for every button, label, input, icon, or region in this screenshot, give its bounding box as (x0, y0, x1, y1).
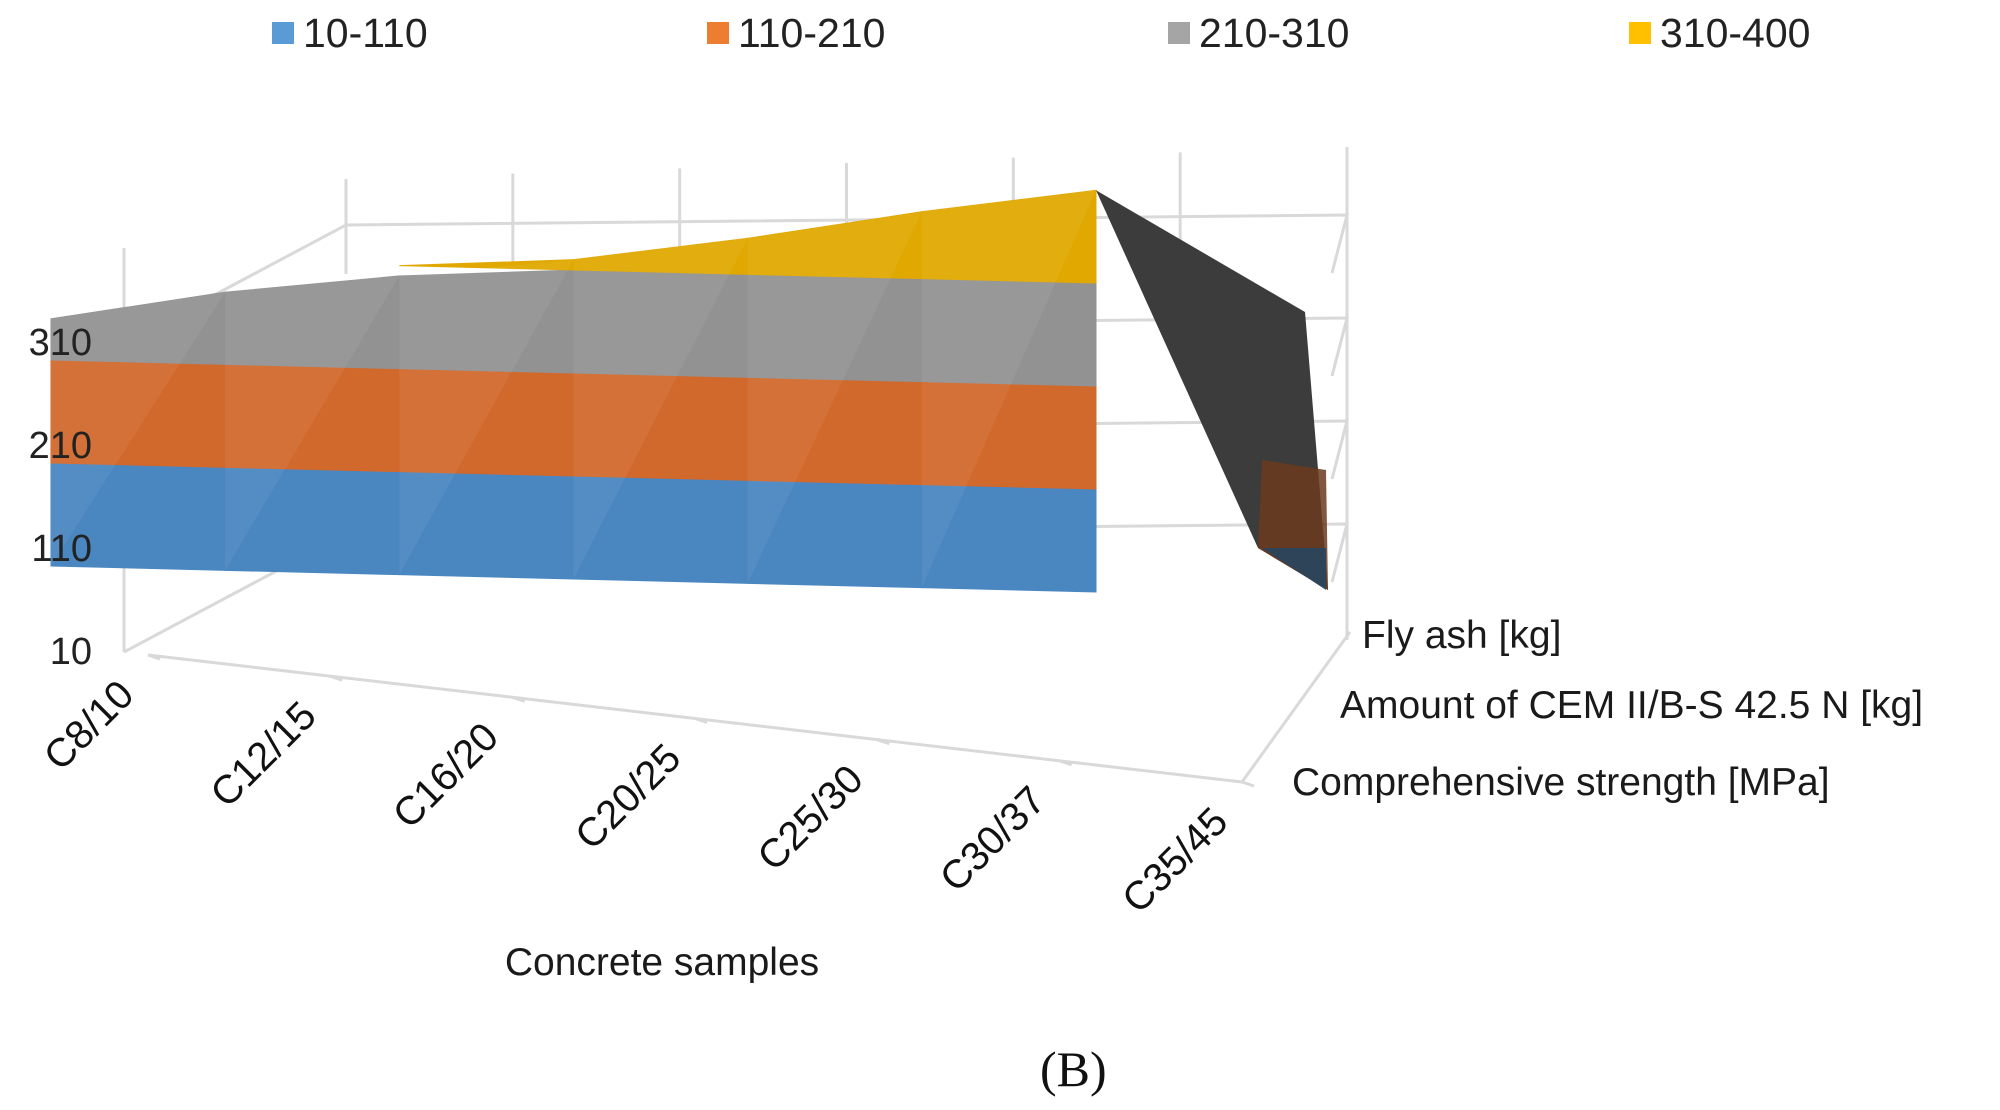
chart-legend: 10-110 110-210 210-310 310-400 (0, 8, 2000, 58)
floor-tick (329, 674, 343, 682)
surface-facet (399, 259, 574, 575)
legend-item-10-110: 10-110 (272, 8, 428, 58)
z-tick-label: 110 (31, 528, 92, 570)
category-tick-label: C16/20 (385, 715, 507, 837)
legend-swatch-310-400 (1629, 22, 1651, 44)
surface-facet (573, 238, 748, 580)
z-tick-label: 310 (29, 322, 92, 364)
floor-tick (876, 738, 890, 746)
floor-right-line (1240, 631, 1352, 783)
floor-tick (1241, 780, 1255, 788)
surface-fold-blue (1262, 548, 1326, 590)
depth-series-label: Fly ash [kg] (1362, 614, 1561, 657)
floor-tick (147, 653, 161, 661)
category-tick-label: C20/25 (567, 736, 689, 858)
legend-item-310-400: 310-400 (1629, 8, 1810, 58)
surface-facet (747, 211, 922, 584)
surface-facet (921, 190, 1096, 588)
x-axis-title: Concrete samples (505, 941, 819, 984)
legend-label-110-210: 110-210 (738, 9, 886, 56)
floor-tick (512, 695, 526, 703)
category-tick-label: C30/37 (932, 778, 1054, 900)
floor-tick (1059, 759, 1073, 767)
panel-label: (B) (1040, 1041, 1107, 1097)
z-tick-label: 210 (29, 425, 92, 467)
surface-plot (50, 189, 1328, 593)
legend-swatch-110-210 (707, 22, 729, 44)
depth-series-label: Amount of CEM II/B-S 42.5 N [kg] (1340, 684, 1923, 727)
category-tick-label: C8/10 (36, 672, 143, 779)
legend-item-110-210: 110-210 (707, 8, 885, 58)
legend-label-10-110: 10-110 (303, 9, 428, 56)
legend-item-210-310: 210-310 (1168, 8, 1349, 58)
surface-facet (225, 275, 400, 571)
category-tick-label: C12/15 (202, 693, 324, 815)
legend-swatch-10-110 (272, 22, 294, 44)
legend-label-210-310: 210-310 (1199, 9, 1350, 56)
legend-swatch-210-310 (1168, 22, 1190, 44)
surface-facet (51, 292, 226, 566)
z-tick-label: 10 (50, 631, 92, 673)
category-tick-label: C25/30 (749, 757, 871, 879)
legend-label-310-400: 310-400 (1660, 9, 1811, 56)
floor-tick (694, 717, 708, 724)
category-tick-label: C35/45 (1114, 799, 1236, 921)
depth-series-label: Comprehensive strength [MPa] (1292, 761, 1830, 804)
